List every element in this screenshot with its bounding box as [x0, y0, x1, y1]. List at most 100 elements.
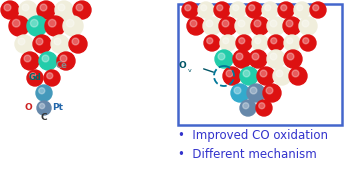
- Circle shape: [55, 1, 73, 19]
- Circle shape: [73, 1, 91, 19]
- Circle shape: [1, 1, 19, 19]
- Circle shape: [236, 53, 243, 60]
- Circle shape: [15, 35, 33, 53]
- Circle shape: [243, 70, 250, 77]
- Circle shape: [271, 38, 277, 44]
- Circle shape: [40, 4, 47, 11]
- Circle shape: [294, 2, 310, 18]
- Circle shape: [240, 67, 258, 85]
- Circle shape: [252, 35, 268, 51]
- Circle shape: [58, 4, 65, 11]
- Circle shape: [37, 1, 55, 19]
- Circle shape: [48, 19, 56, 27]
- Circle shape: [270, 53, 277, 60]
- Circle shape: [278, 2, 294, 18]
- Circle shape: [251, 17, 269, 35]
- Circle shape: [233, 5, 239, 11]
- Circle shape: [289, 67, 307, 85]
- Circle shape: [263, 84, 281, 102]
- Circle shape: [207, 38, 213, 44]
- Circle shape: [12, 19, 20, 27]
- Circle shape: [21, 52, 39, 70]
- Circle shape: [47, 73, 53, 79]
- Circle shape: [310, 2, 326, 18]
- Circle shape: [223, 67, 241, 85]
- Circle shape: [203, 17, 221, 35]
- Circle shape: [276, 70, 283, 77]
- Circle shape: [214, 2, 230, 18]
- Text: O: O: [178, 61, 186, 70]
- Circle shape: [239, 38, 245, 44]
- Circle shape: [39, 88, 45, 94]
- Circle shape: [283, 17, 301, 35]
- Circle shape: [235, 17, 253, 35]
- Circle shape: [42, 55, 49, 62]
- Circle shape: [267, 17, 285, 35]
- Circle shape: [18, 38, 25, 45]
- Circle shape: [231, 84, 249, 102]
- Circle shape: [76, 4, 83, 11]
- Text: Gd: Gd: [29, 74, 41, 83]
- Circle shape: [256, 100, 272, 116]
- Circle shape: [182, 2, 198, 18]
- Circle shape: [63, 16, 83, 36]
- Circle shape: [270, 20, 277, 27]
- Bar: [178, 4, 342, 125]
- Circle shape: [303, 38, 309, 44]
- Circle shape: [27, 16, 47, 36]
- Circle shape: [236, 35, 252, 51]
- Circle shape: [286, 20, 293, 27]
- Circle shape: [267, 50, 285, 68]
- Circle shape: [284, 35, 300, 51]
- Circle shape: [185, 5, 191, 11]
- Text: Ce: Ce: [56, 61, 68, 70]
- Circle shape: [257, 67, 275, 85]
- Circle shape: [273, 67, 291, 85]
- Circle shape: [201, 5, 207, 11]
- Circle shape: [300, 35, 316, 51]
- Circle shape: [57, 52, 75, 70]
- Circle shape: [233, 50, 251, 68]
- Circle shape: [9, 16, 29, 36]
- Circle shape: [252, 53, 259, 60]
- Circle shape: [19, 1, 37, 19]
- Circle shape: [30, 19, 38, 27]
- Circle shape: [265, 5, 271, 11]
- Circle shape: [222, 20, 229, 27]
- Circle shape: [246, 2, 262, 18]
- Circle shape: [223, 38, 229, 44]
- Circle shape: [230, 2, 246, 18]
- Text: C: C: [41, 114, 47, 122]
- Circle shape: [27, 70, 43, 86]
- Circle shape: [40, 103, 45, 109]
- Circle shape: [243, 103, 249, 109]
- Circle shape: [72, 38, 79, 45]
- Text: •  Improved CO oxidation: • Improved CO oxidation: [178, 129, 328, 143]
- Circle shape: [247, 84, 265, 102]
- Circle shape: [4, 4, 11, 11]
- Circle shape: [287, 53, 294, 60]
- Circle shape: [39, 52, 57, 70]
- Circle shape: [69, 35, 87, 53]
- Circle shape: [33, 35, 51, 53]
- Circle shape: [313, 5, 319, 11]
- Circle shape: [37, 101, 51, 115]
- Circle shape: [302, 20, 309, 27]
- Circle shape: [234, 87, 241, 94]
- Circle shape: [30, 73, 36, 79]
- Circle shape: [206, 20, 213, 27]
- Circle shape: [198, 2, 214, 18]
- Circle shape: [66, 19, 74, 27]
- Text: O: O: [24, 104, 32, 112]
- Circle shape: [187, 17, 205, 35]
- Circle shape: [297, 5, 303, 11]
- Circle shape: [22, 4, 29, 11]
- Circle shape: [260, 70, 267, 77]
- Text: •  Different mechanism: • Different mechanism: [178, 147, 317, 160]
- Circle shape: [204, 35, 220, 51]
- Circle shape: [60, 55, 67, 62]
- Text: v: v: [188, 68, 192, 73]
- Circle shape: [218, 53, 225, 60]
- Circle shape: [24, 55, 31, 62]
- Circle shape: [215, 50, 233, 68]
